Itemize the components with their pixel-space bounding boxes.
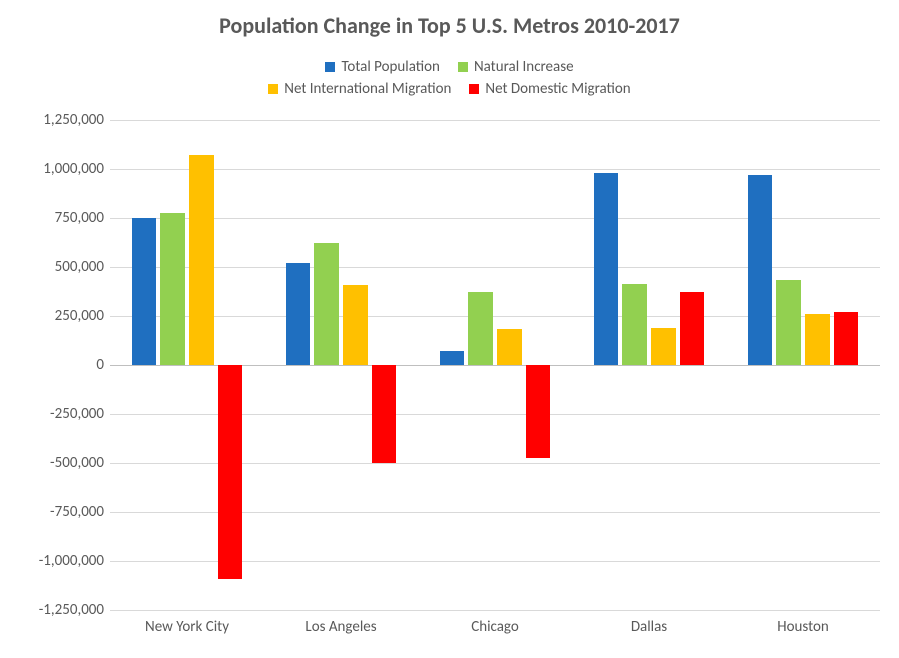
x-tick-label: Houston	[777, 618, 829, 636]
legend: Total Population Natural Increase Net In…	[0, 58, 899, 102]
legend-swatch	[268, 84, 278, 94]
bar	[468, 292, 492, 365]
x-tick-label: New York City	[145, 618, 229, 636]
bar	[314, 243, 338, 365]
bar	[218, 365, 242, 579]
bar	[622, 284, 646, 365]
bar	[594, 173, 618, 365]
legend-item-net-domestic-migration: Net Domestic Migration	[469, 80, 630, 98]
legend-item-natural-increase: Natural Increase	[458, 58, 574, 76]
legend-item-total-population: Total Population	[325, 58, 440, 76]
legend-item-net-international-migration: Net International Migration	[268, 80, 451, 98]
y-tick-label: 0	[14, 356, 104, 374]
y-tick-label: 750,000	[14, 209, 104, 227]
x-tick-label: Dallas	[631, 618, 667, 636]
y-tick-label: 500,000	[14, 258, 104, 276]
gridline	[110, 610, 880, 611]
bar	[651, 328, 675, 365]
bar	[748, 175, 772, 365]
bar	[834, 312, 858, 365]
bar	[160, 213, 184, 365]
plot-area	[110, 120, 880, 610]
gridline	[110, 169, 880, 170]
bar	[497, 329, 521, 365]
x-tick-label: Los Angeles	[305, 618, 376, 636]
legend-label: Net International Migration	[284, 80, 451, 98]
legend-swatch	[325, 62, 335, 72]
y-tick-label: -250,000	[14, 405, 104, 423]
y-tick-label: 250,000	[14, 307, 104, 325]
legend-label: Natural Increase	[474, 58, 574, 76]
y-tick-label: -750,000	[14, 503, 104, 521]
chart-container: Population Change in Top 5 U.S. Metros 2…	[0, 0, 899, 658]
legend-swatch	[469, 84, 479, 94]
y-tick-label: 1,250,000	[14, 111, 104, 129]
x-tick-label: Chicago	[471, 618, 519, 636]
legend-swatch	[458, 62, 468, 72]
bar	[372, 365, 396, 463]
bar	[776, 280, 800, 365]
bar	[286, 263, 310, 365]
bar	[805, 314, 829, 365]
bar	[132, 218, 156, 365]
bar	[343, 285, 367, 365]
y-tick-label: -500,000	[14, 454, 104, 472]
y-tick-label: -1,250,000	[14, 601, 104, 619]
bar	[680, 292, 704, 366]
bar	[189, 155, 213, 365]
y-tick-label: -1,000,000	[14, 552, 104, 570]
gridline	[110, 120, 880, 121]
chart-title: Population Change in Top 5 U.S. Metros 2…	[0, 12, 899, 39]
legend-label: Net Domestic Migration	[485, 80, 630, 98]
legend-row-2: Net International Migration Net Domestic…	[0, 80, 899, 98]
bar	[440, 351, 464, 365]
legend-label: Total Population	[341, 58, 440, 76]
bar	[526, 365, 550, 458]
y-tick-label: 1,000,000	[14, 160, 104, 178]
legend-row-1: Total Population Natural Increase	[0, 58, 899, 76]
